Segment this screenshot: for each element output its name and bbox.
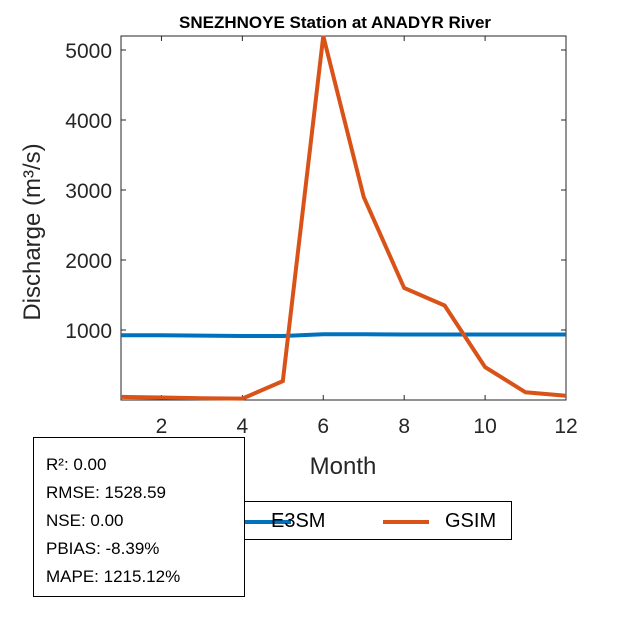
stat-pbias: PBIAS: -8.39% (46, 539, 160, 558)
stats-box: R²: 0.00 RMSE: 1528.59 NSE: 0.00 PBIAS: … (33, 437, 245, 597)
stat-nse: NSE: 0.00 (46, 511, 124, 530)
legend-label-e3sm: E3SM (271, 510, 326, 532)
legend-swatch-gsim (383, 520, 429, 524)
y-tick-label: 1000 (65, 320, 112, 343)
x-tick-label: 6 (317, 415, 329, 438)
x-tick-label: 8 (398, 415, 410, 438)
legend-swatch-e3sm (245, 520, 291, 524)
x-tick-label: 10 (473, 415, 496, 438)
x-tick-label: 12 (554, 415, 577, 438)
x-axis-label: Month (310, 453, 377, 480)
y-axis-label: Discharge (m³/s) (19, 143, 46, 320)
legend-label-gsim: GSIM (445, 510, 497, 532)
chart-title: SNEZHNOYE Station at ANADYR River (179, 13, 491, 32)
legend: E3SM GSIM (245, 501, 512, 540)
plot-area (120, 35, 567, 401)
series-line-gsim (120, 35, 567, 401)
series-line-e3sm (121, 332, 566, 338)
axes: 2 4 6 8 10 12 1000 2000 3000 4000 5000 (65, 36, 578, 438)
stat-rmse: RMSE: 1528.59 (46, 483, 167, 502)
y-tick-label: 4000 (65, 110, 112, 133)
stat-r2: R²: 0.00 (46, 455, 107, 474)
y-tick-label: 2000 (65, 250, 112, 273)
x-tick-label: 4 (237, 415, 249, 438)
series-lines (120, 35, 567, 401)
stat-mape: MAPE: 1215.12% (46, 567, 181, 586)
x-tick-label: 2 (156, 415, 168, 438)
y-tick-label: 5000 (65, 40, 112, 63)
y-tick-label: 3000 (65, 180, 112, 203)
